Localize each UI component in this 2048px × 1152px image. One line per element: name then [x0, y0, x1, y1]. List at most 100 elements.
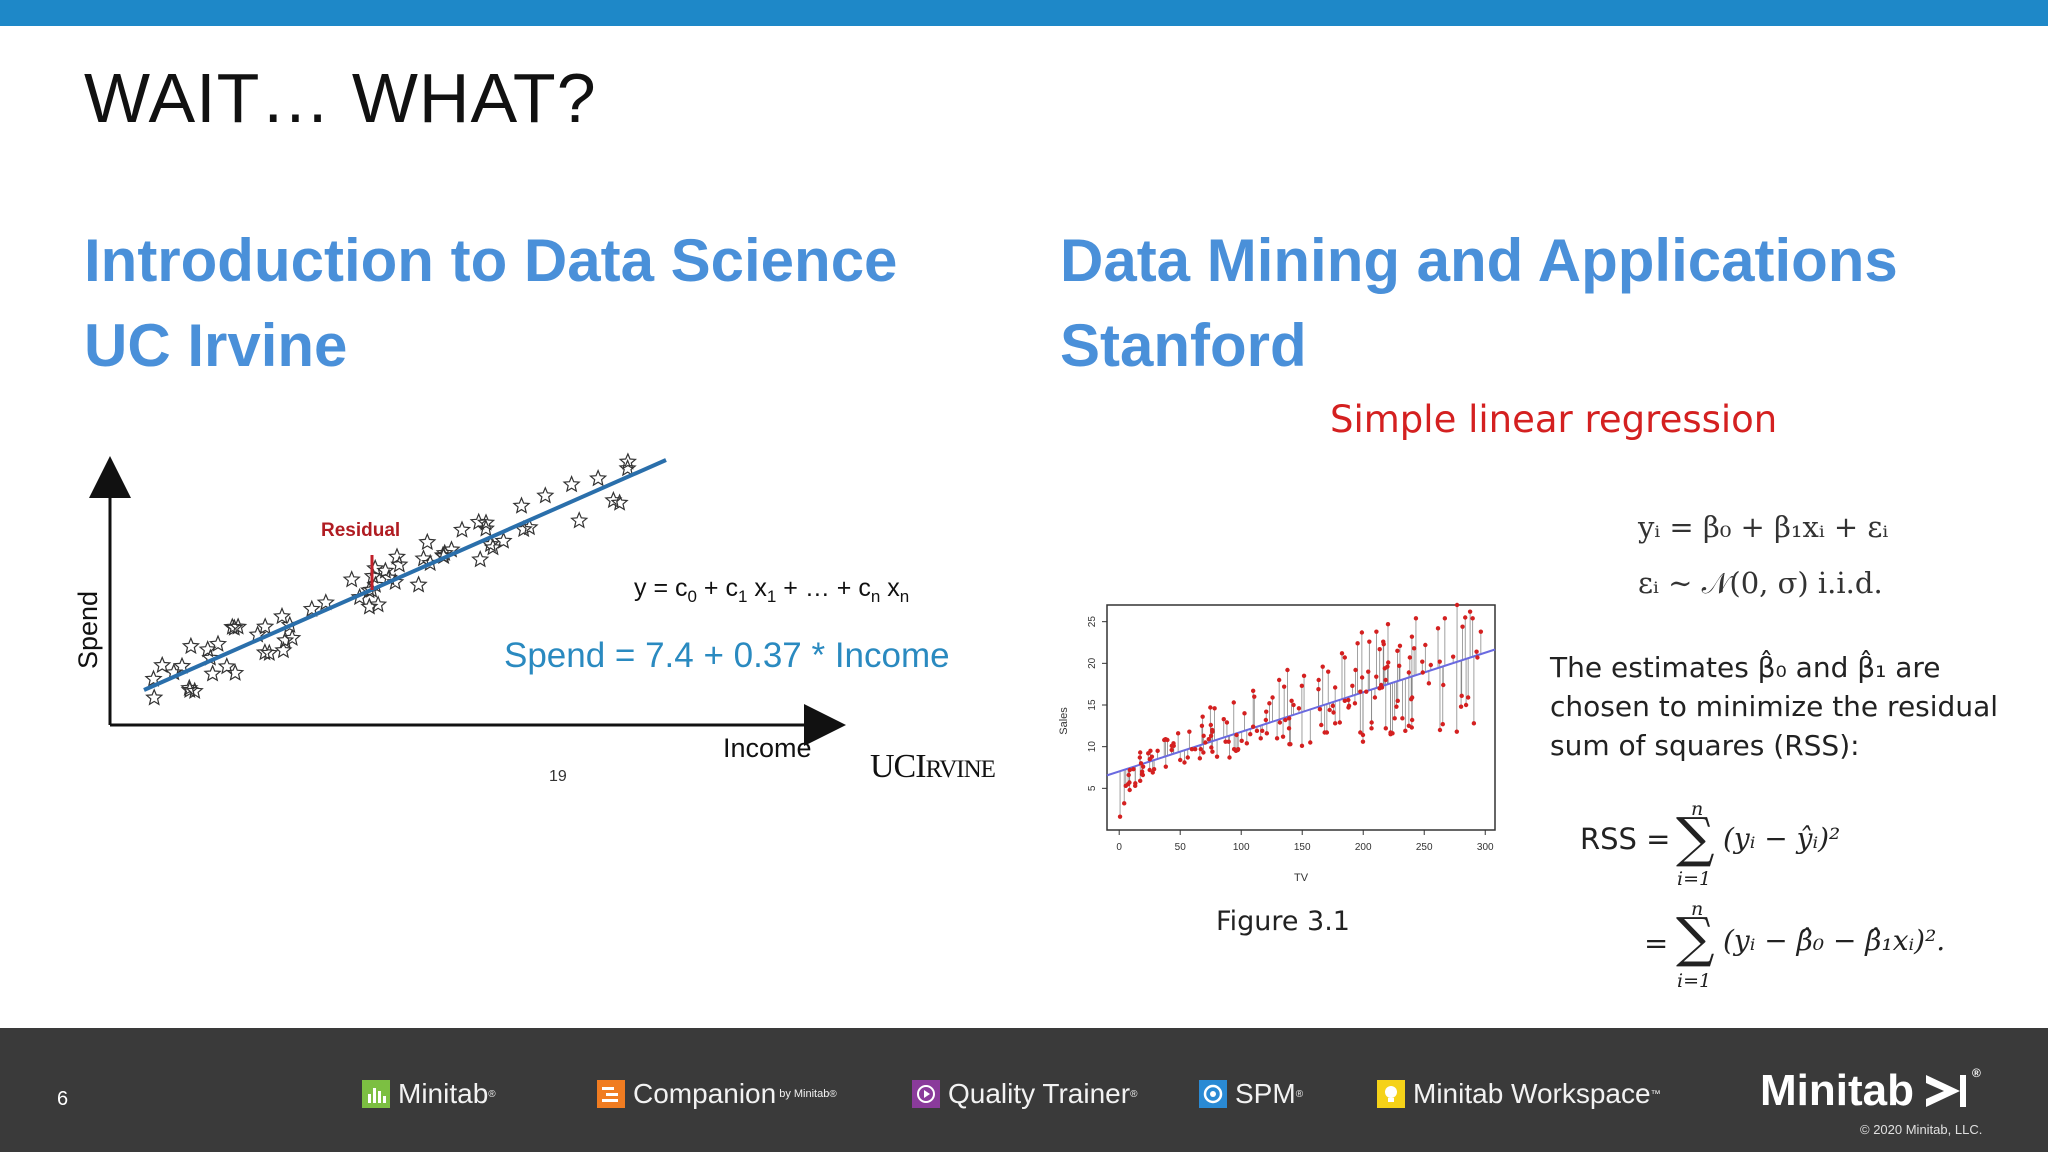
tv-point	[1359, 675, 1365, 680]
tv-point	[1346, 697, 1351, 703]
star-point	[272, 606, 292, 625]
x-axis-label: Income	[723, 733, 812, 763]
tv-point	[1319, 722, 1324, 728]
tv-point	[1280, 734, 1286, 739]
tv-point	[1148, 748, 1153, 754]
tv-point	[1359, 630, 1365, 635]
tv-point	[1317, 706, 1323, 712]
copyright-text: © 2020 Minitab, LLC.	[1860, 1122, 1983, 1137]
tv-point	[1127, 780, 1132, 785]
tv-point	[1201, 733, 1206, 739]
tv-point	[1413, 616, 1419, 621]
tv-point	[1258, 736, 1263, 741]
tv-point	[1252, 694, 1257, 699]
product-minitab-workspace[interactable]: Minitab Workspace ™	[1377, 1074, 1661, 1114]
x-tick-label: 250	[1416, 842, 1433, 853]
tv-point	[1342, 698, 1348, 704]
tv-point	[1372, 695, 1378, 700]
tv-point	[1397, 663, 1402, 669]
tv-point	[1437, 727, 1443, 733]
tv-point	[1283, 717, 1288, 723]
star-point	[618, 458, 637, 477]
tv-point	[1358, 689, 1363, 694]
star-point	[476, 513, 496, 531]
tv-point	[1367, 639, 1372, 644]
tv-point	[1409, 725, 1414, 730]
tv-point	[1165, 737, 1170, 743]
star-point	[414, 549, 433, 567]
quality-trainer-play-icon	[912, 1080, 940, 1108]
x-tick-label: 150	[1294, 842, 1311, 853]
product-minitab[interactable]: Minitab ®	[362, 1074, 496, 1114]
minitab-brand-logo: Minitab ®	[1760, 1066, 1981, 1115]
tv-point	[1299, 683, 1305, 689]
tv-point	[1463, 702, 1469, 708]
tv-point	[1210, 749, 1215, 754]
tv-point	[1316, 677, 1321, 683]
companion-roadmap-icon	[597, 1080, 625, 1108]
tv-point	[1308, 740, 1313, 745]
tv-point	[1458, 704, 1464, 709]
tv-point	[1337, 720, 1342, 725]
tv-point	[1169, 747, 1174, 753]
income-spend-chart: Spend Income Residual	[73, 452, 846, 763]
tv-point	[1260, 728, 1265, 734]
product-spm[interactable]: SPM ®	[1199, 1074, 1303, 1114]
residual-label: Residual	[321, 520, 400, 541]
tv-point	[1285, 667, 1290, 673]
tv-point	[1397, 643, 1403, 649]
tv-point	[1327, 707, 1332, 713]
tv-point	[1350, 683, 1355, 689]
product-quality-trainer[interactable]: Quality Trainer ®	[912, 1074, 1137, 1114]
tv-point	[1197, 756, 1203, 761]
tv-point	[1332, 685, 1338, 690]
tv-point	[1209, 745, 1214, 750]
error-distribution-equation: εᵢ ∼ 𝒩(0, σ) i.i.d.	[1638, 566, 1883, 600]
spend-equation: Spend = 7.4 + 0.37 * Income	[504, 636, 950, 675]
tv-point	[1214, 754, 1220, 759]
tv-point	[1450, 654, 1456, 659]
star-point	[180, 680, 199, 698]
tv-point	[1478, 629, 1484, 634]
tv-point	[1198, 746, 1204, 752]
tv-point	[1137, 750, 1143, 755]
tv-x-label: TV	[1294, 872, 1309, 884]
star-point	[153, 655, 172, 674]
y-axis-label: Spend	[73, 591, 103, 669]
tv-point	[1210, 727, 1215, 733]
tv-point	[1406, 670, 1412, 675]
model-equation: yᵢ = β₀ + β₁xᵢ + εᵢ	[1638, 510, 1889, 544]
x-tick-label: 50	[1175, 842, 1187, 853]
tv-point	[1358, 730, 1363, 735]
tv-point	[1409, 717, 1415, 723]
tv-point	[1147, 767, 1152, 773]
star-point	[409, 575, 428, 593]
tv-point	[1454, 729, 1460, 734]
tv-point	[1208, 733, 1214, 739]
tv-point	[1460, 624, 1465, 629]
tv-point	[1374, 629, 1379, 634]
tv-point	[1227, 755, 1232, 760]
tv-data-points	[1117, 602, 1484, 819]
tv-point	[1244, 741, 1250, 746]
star-point	[386, 572, 405, 590]
tv-point	[1355, 641, 1360, 646]
tv-point	[1212, 706, 1217, 711]
tv-point	[1223, 739, 1228, 744]
product-companion[interactable]: Companion by Minitab ®	[597, 1074, 837, 1114]
tv-point	[1301, 673, 1307, 679]
tv-point	[1353, 667, 1358, 673]
star-point	[185, 681, 204, 699]
tv-point	[1221, 716, 1226, 722]
tv-point	[1151, 766, 1157, 772]
tv-point	[1175, 731, 1181, 736]
tv-point	[1374, 674, 1379, 679]
y-tick-label: 5	[1087, 785, 1098, 791]
tv-point	[1200, 714, 1205, 719]
tv-point	[1383, 726, 1388, 731]
star-point	[618, 452, 637, 470]
tv-point	[1126, 772, 1131, 778]
tv-point	[1471, 721, 1477, 726]
left-heading-school: UC Irvine	[84, 312, 348, 379]
tv-point	[1234, 732, 1239, 738]
